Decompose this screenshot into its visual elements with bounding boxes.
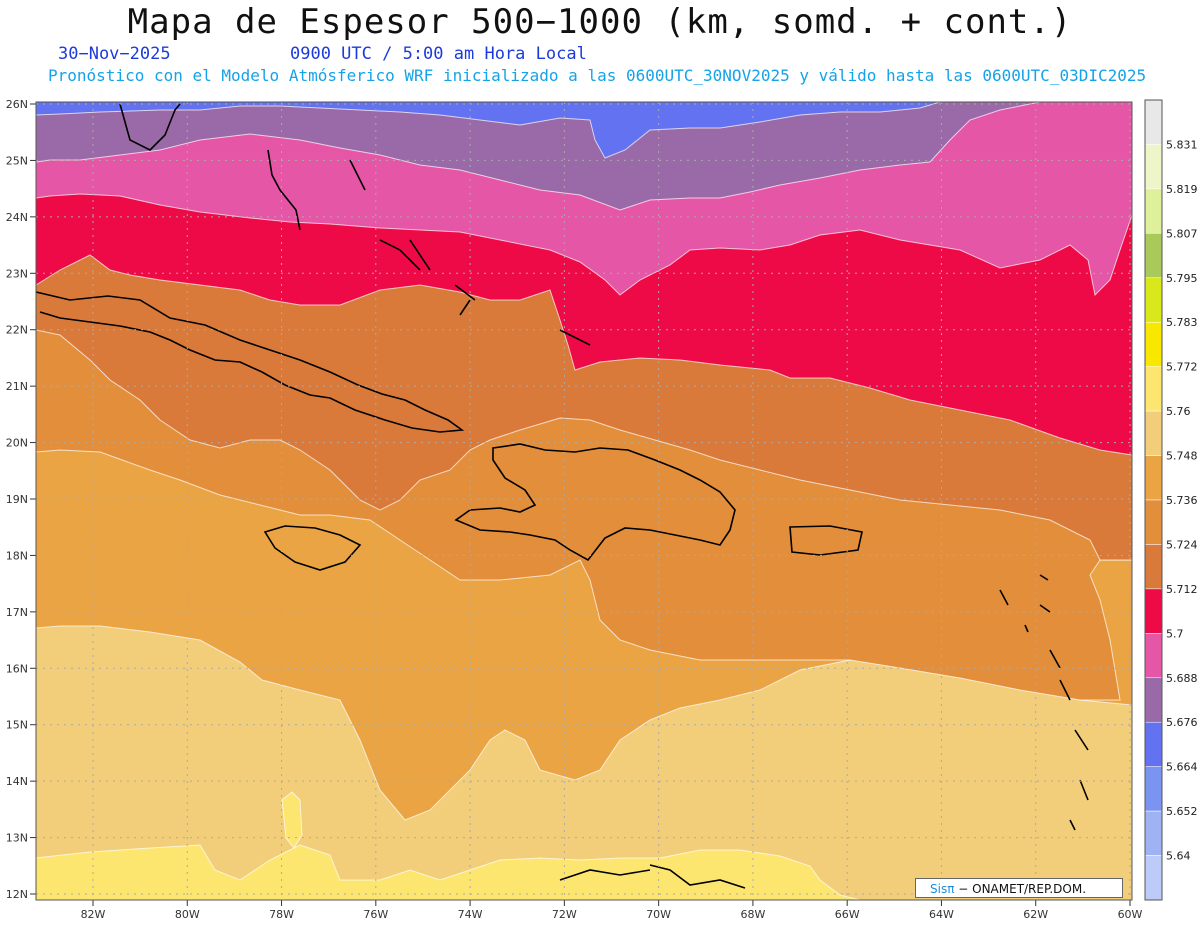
credit-text: − ONAMET/REP.DOM. <box>954 882 1087 896</box>
legend-swatch <box>1144 321 1163 367</box>
bahamas-coast <box>267 149 591 346</box>
map-frame <box>35 101 1133 901</box>
lat-tick-label: 22N <box>6 324 28 337</box>
lon-tick-label: 76W <box>363 908 388 921</box>
legend-frame <box>1144 99 1163 901</box>
lat-tick-label: 19N <box>6 493 28 506</box>
legend-swatch <box>1144 810 1163 856</box>
legend-swatch <box>1144 366 1163 412</box>
lat-tick-label: 20N <box>6 437 28 450</box>
legend-swatch <box>1144 455 1163 501</box>
lon-tick-label: 70W <box>646 908 671 921</box>
lat-lon-grid <box>30 101 1133 906</box>
coastlines <box>35 103 1089 889</box>
forecast-date: 30−Nov−2025 <box>58 44 171 64</box>
legend-swatch <box>1144 766 1163 812</box>
legend-level-label: 5.76 <box>1166 405 1191 418</box>
legend-level-label: 5.676 <box>1166 716 1198 729</box>
legend-swatch <box>1144 677 1163 723</box>
legend-level-label: 5.831 <box>1166 138 1198 151</box>
south-america-coast <box>559 864 746 889</box>
legend-level-label: 5.712 <box>1166 583 1198 596</box>
legend-swatch <box>1144 188 1163 234</box>
legend-swatch <box>1144 410 1163 456</box>
legend-level-label: 5.783 <box>1166 316 1198 329</box>
model-info: Pronóstico con el Modelo Atmósferico WRF… <box>48 66 1147 85</box>
band-5676 <box>35 101 1132 211</box>
color-legend: 5.831 5.819 5.807 5.795 5.783 5.772 5.76 5.748 5… <box>1144 99 1198 901</box>
legend-level-label: 5.724 <box>1166 538 1198 551</box>
lon-tick-label: 68W <box>740 908 765 921</box>
lon-tick-label: 74W <box>458 908 483 921</box>
hispaniola-coast <box>454 443 736 562</box>
legend-swatch <box>1144 99 1163 145</box>
lon-tick-label: 60W <box>1118 908 1143 921</box>
lon-tick-label: 66W <box>835 908 860 921</box>
lon-tick-label: 64W <box>929 908 954 921</box>
legend-swatch <box>1144 144 1163 190</box>
legend-level-label: 5.819 <box>1166 183 1198 196</box>
legend-swatch <box>1144 633 1163 679</box>
legend-swatch <box>1144 277 1163 323</box>
sis-logo-text: Sisπ <box>930 882 955 896</box>
cuba-coast <box>35 291 465 433</box>
legend-swatch <box>1144 721 1163 767</box>
lat-tick-label: 24N <box>6 211 28 224</box>
legend-level-label: 5.64 <box>1166 850 1191 863</box>
lat-tick-label: 17N <box>6 606 28 619</box>
lon-tick-label: 78W <box>269 908 294 921</box>
legend-level-label: 5.652 <box>1166 805 1198 818</box>
legend-level-label: 5.748 <box>1166 450 1198 463</box>
puerto-rico-coast <box>789 525 863 556</box>
thickness-field <box>35 101 1133 901</box>
lat-tick-label: 14N <box>6 775 28 788</box>
band-5760-patch <box>281 791 303 849</box>
lat-tick-label: 21N <box>6 380 28 393</box>
florida-coast <box>119 103 181 151</box>
lat-tick-label: 23N <box>6 267 28 280</box>
jamaica-coast <box>263 525 362 571</box>
legend-level-label: 5.795 <box>1166 272 1198 285</box>
credit-badge: Sisπ − ONAMET/REP.DOM. <box>915 878 1123 898</box>
lon-tick-label: 72W <box>552 908 577 921</box>
lat-tick-label: 15N <box>6 719 28 732</box>
lat-tick-label: 26N <box>6 98 28 111</box>
lat-tick-label: 12N <box>6 888 28 901</box>
legend-swatch <box>1144 588 1163 634</box>
legend-level-label: 5.807 <box>1166 227 1198 240</box>
lat-tick-label: 18N <box>6 549 28 562</box>
lon-tick-label: 80W <box>175 908 200 921</box>
legend-level-label: 5.772 <box>1166 361 1198 374</box>
legend-swatch <box>1144 544 1163 590</box>
lesser-antilles-coast <box>999 574 1089 831</box>
lat-tick-label: 25N <box>6 154 28 167</box>
legend-swatch <box>1144 499 1163 545</box>
lat-tick-label: 16N <box>6 662 28 675</box>
legend-swatch <box>1144 233 1163 279</box>
band-5760 <box>35 844 861 901</box>
lon-tick-label: 82W <box>81 908 106 921</box>
axis-labels: 26N 25N 24N 23N 22N 21N 20N 19N 18N 17N 16N 15N 14N 1… <box>6 98 1143 921</box>
forecast-time: 0900 UTC / 5:00 am Hora Local <box>290 44 587 64</box>
legend-level-label: 5.736 <box>1166 494 1198 507</box>
lat-tick-label: 13N <box>6 832 28 845</box>
band-5664 <box>35 101 941 159</box>
legend-level-label: 5.688 <box>1166 672 1198 685</box>
lon-tick-label: 62W <box>1023 908 1048 921</box>
legend-level-label: 5.664 <box>1166 761 1198 774</box>
map-title: Mapa de Espesor 500−1000 (km, somd. + co… <box>127 2 1073 42</box>
legend-level-label: 5.7 <box>1166 627 1184 640</box>
legend-swatch <box>1144 855 1163 901</box>
